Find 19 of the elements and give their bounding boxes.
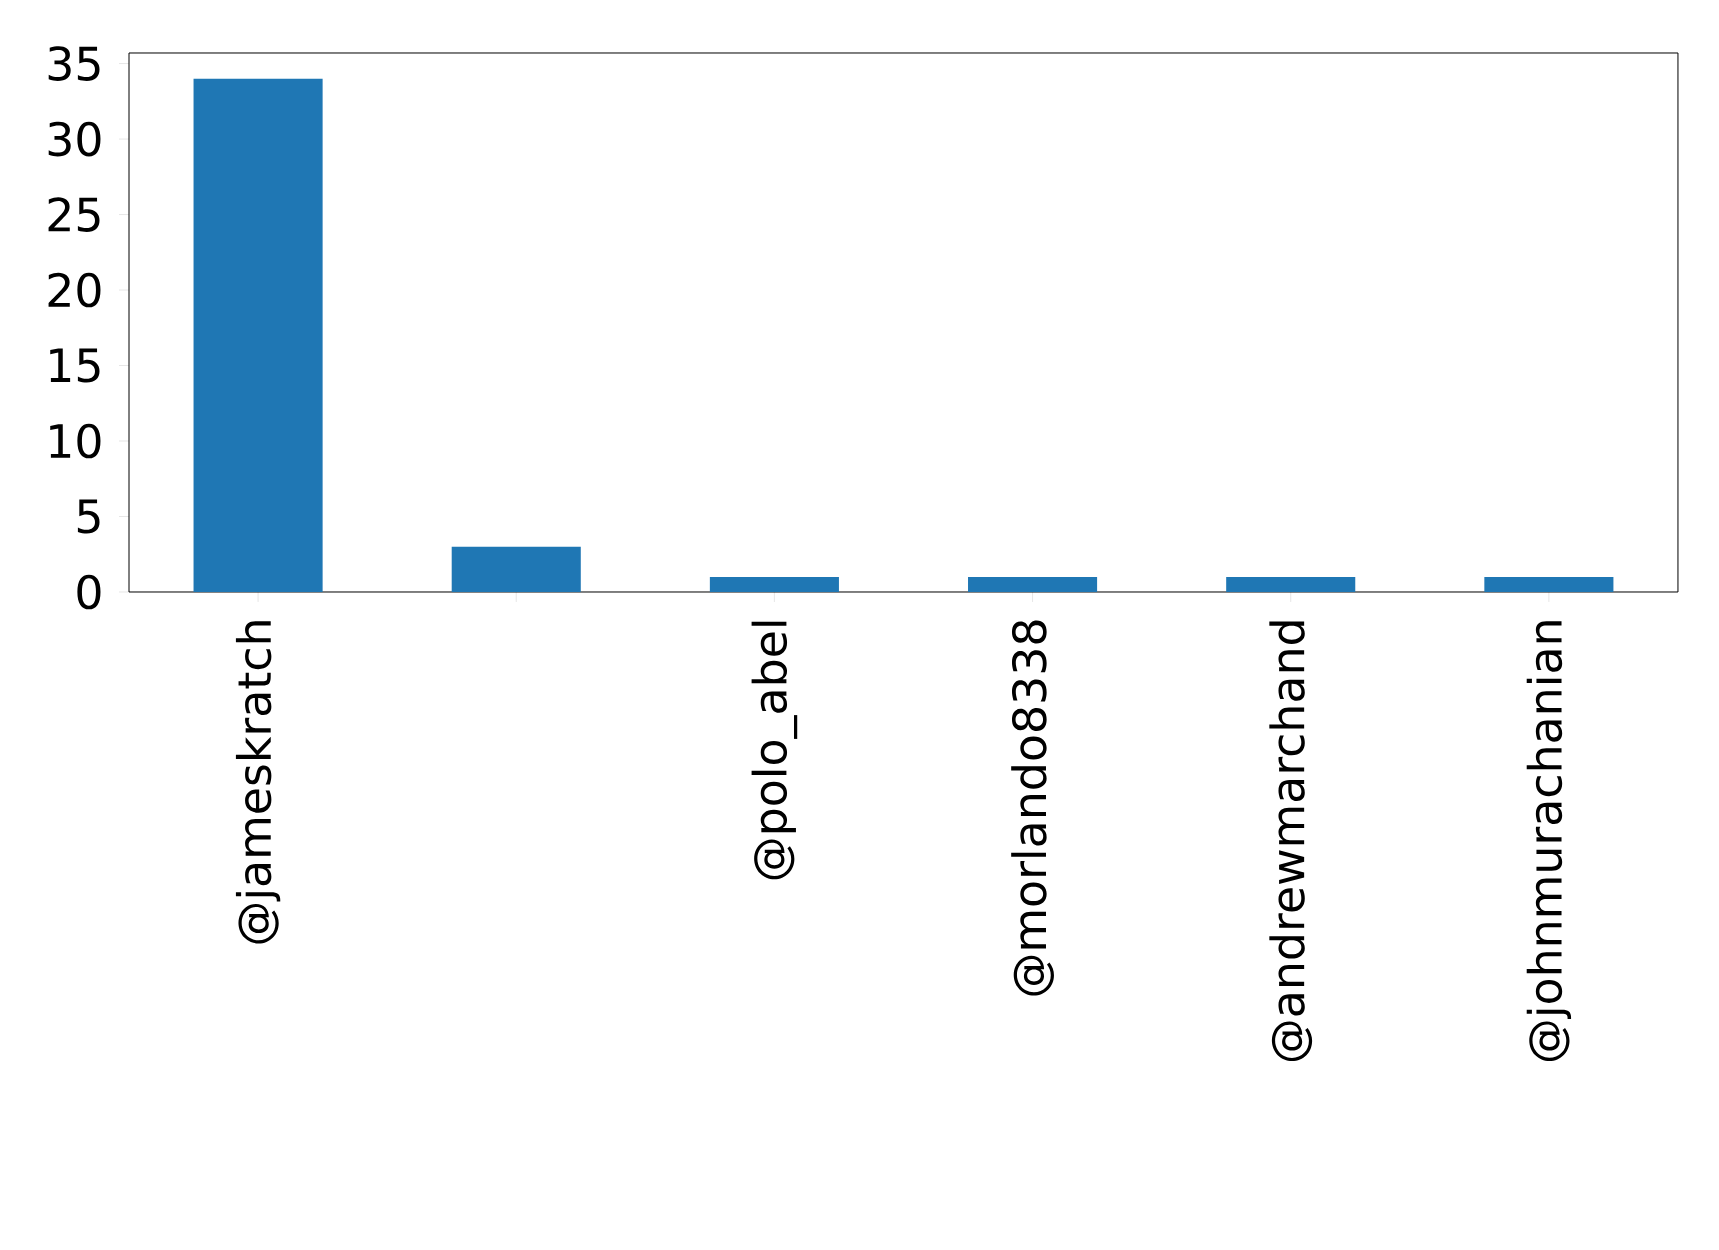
x-tick-label: @jameskratch: [235, 621, 281, 944]
x-tick-label: @polo_abel: [751, 621, 798, 880]
bar: [1226, 576, 1356, 592]
y-tick-label: 5: [77, 499, 100, 534]
bar: [451, 546, 581, 592]
bar: [193, 78, 323, 592]
y-tick-label: 25: [48, 197, 100, 232]
x-tick-label: @andrewmarchand: [1269, 621, 1313, 1062]
bar: [968, 576, 1098, 592]
y-tick-label: 30: [48, 121, 101, 157]
y-tick-label: 15: [50, 348, 100, 383]
y-tick-label: 20: [48, 272, 101, 308]
bar: [1484, 576, 1614, 592]
x-tick-label: @johnmurachanian: [1526, 621, 1572, 1061]
x-tick-label: @morlando8338: [1011, 620, 1054, 996]
bar: [709, 576, 839, 592]
y-tick-label: 0: [77, 574, 101, 610]
y-tick-label: 35: [48, 46, 100, 81]
y-tick-label: 10: [50, 423, 101, 459]
